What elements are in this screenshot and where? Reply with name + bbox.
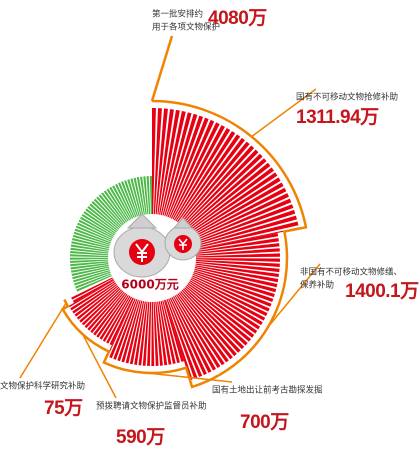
allocated-label: 用于各项文物保护	[152, 22, 220, 33]
category-label: 国有不可移动文物抢修补助	[296, 92, 398, 103]
leader-line	[81, 333, 117, 399]
remainder-segment	[70, 176, 152, 292]
bag-top	[172, 217, 194, 229]
bar-segment	[106, 297, 185, 366]
total-label: 6000万元	[121, 278, 178, 292]
leader-line	[19, 302, 67, 379]
value-label: 1311.94万	[296, 107, 379, 128]
money-bags	[113, 213, 202, 278]
bar-segment	[68, 279, 134, 346]
outline	[60, 35, 308, 389]
value-label: 75万	[44, 398, 83, 419]
allocated-value-label: 4080万	[208, 8, 267, 29]
bar-segment	[71, 277, 114, 303]
bar-segment	[165, 232, 280, 381]
value-label: 700万	[240, 412, 289, 433]
chart-marks	[19, 35, 321, 399]
bar-segment	[152, 108, 300, 250]
leader-line	[267, 263, 321, 328]
yen-icon	[135, 243, 149, 262]
allocated-label: 第一批安排约	[152, 9, 203, 20]
value-label: 590万	[116, 427, 165, 448]
leader-line	[251, 88, 317, 138]
value-label: 1400.1万	[345, 281, 419, 302]
bag-top	[126, 213, 158, 229]
category-label: 保养补助	[300, 280, 334, 291]
category-label: 国有土地出让前考古勘探发掘	[212, 385, 323, 396]
category-label: 非国有不可移动文物修缮、	[300, 267, 402, 278]
category-label: 预拨聘请文物保护监督员补助	[96, 401, 207, 412]
category-label: 文物保护科学研究补助	[0, 381, 85, 392]
yen-icon	[178, 238, 188, 250]
